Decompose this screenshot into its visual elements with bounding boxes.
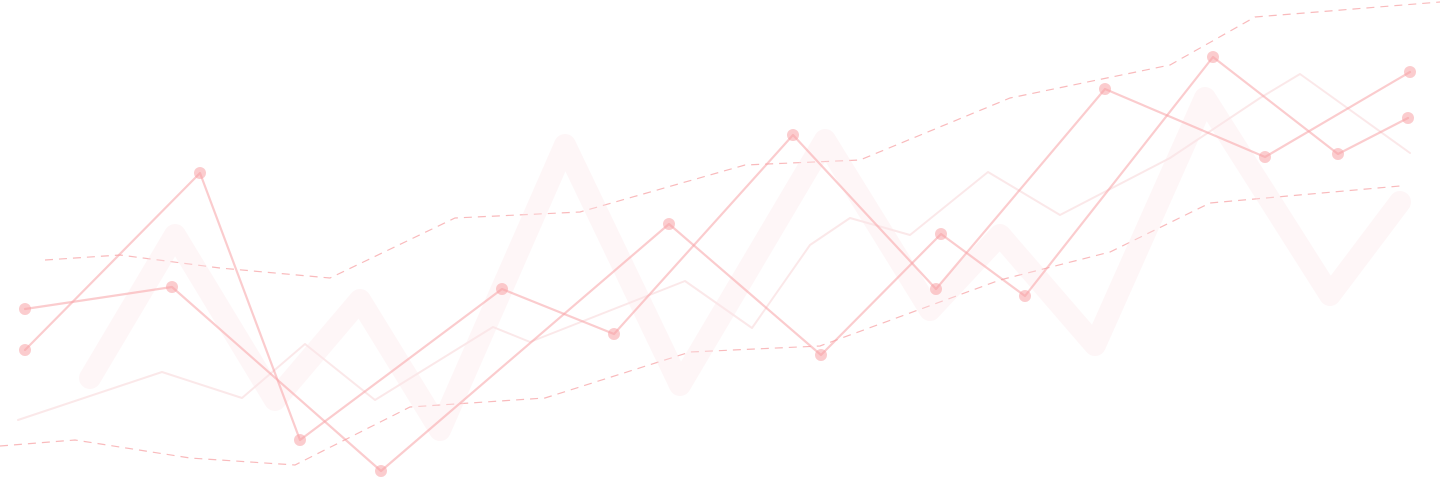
- series-point: [1402, 112, 1414, 124]
- series-point: [19, 303, 31, 315]
- series-point: [663, 218, 675, 230]
- series-point: [608, 328, 620, 340]
- series-point: [1207, 51, 1219, 63]
- series-point: [1404, 66, 1416, 78]
- series-line-a: [23, 70, 1412, 442]
- series-point: [1332, 148, 1344, 160]
- series-point: [19, 344, 31, 356]
- series-point: [1259, 151, 1271, 163]
- faint-thin-line: [17, 73, 1411, 421]
- series-point: [194, 167, 206, 179]
- dashed-band-lines: [0, 1, 1440, 466]
- series-point: [935, 228, 947, 240]
- series-point: [815, 349, 827, 361]
- series-point: [1099, 83, 1111, 95]
- faint-background-series: [17, 73, 1411, 441]
- series-point: [787, 129, 799, 141]
- series-point: [294, 434, 306, 446]
- dashed-band-lower: [0, 185, 1401, 466]
- series-point: [375, 465, 387, 477]
- faint-thick-zigzag: [79, 87, 1411, 441]
- dashed-band-upper: [44, 1, 1440, 279]
- series-point: [930, 283, 942, 295]
- series-point: [1019, 290, 1031, 302]
- main-series: [23, 55, 1412, 473]
- series-line-b: [23, 55, 1410, 473]
- series-point: [496, 283, 508, 295]
- series-point: [166, 281, 178, 293]
- series-points: [19, 51, 1416, 477]
